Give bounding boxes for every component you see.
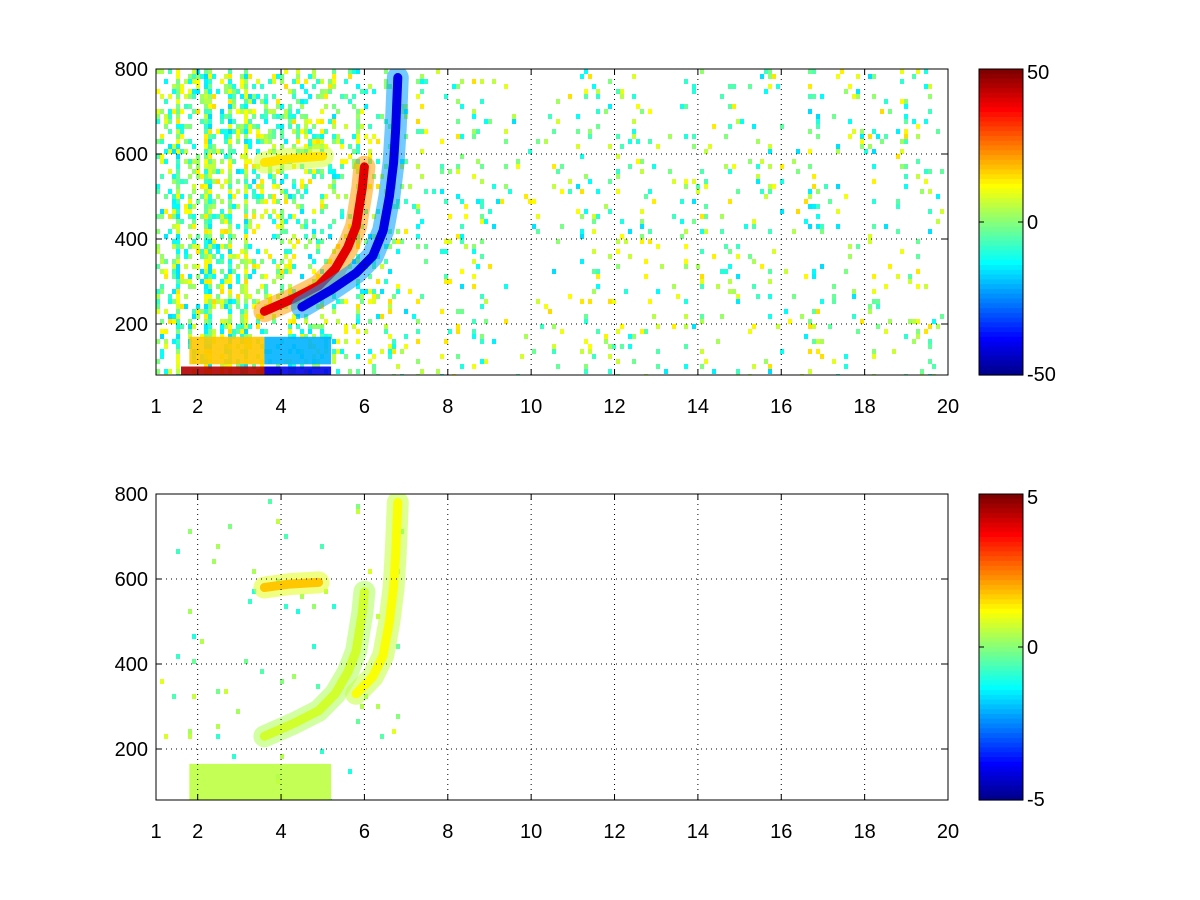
- y-tick-label: 200: [115, 739, 148, 761]
- axes-box: [155, 493, 949, 801]
- x-tick-label: 12: [603, 396, 625, 418]
- x-tick-label: 1: [150, 821, 161, 843]
- heatmap-area: [156, 494, 948, 800]
- colorbar-tick-label: -5: [1027, 789, 1045, 811]
- x-tick-label: 18: [854, 396, 876, 418]
- x-tick-label: 20: [937, 396, 959, 418]
- x-tick-label: 16: [770, 396, 792, 418]
- grid: [156, 494, 948, 800]
- x-tick-label: 6: [359, 821, 370, 843]
- band-feature-3: [181, 366, 282, 375]
- y-tick-label: 800: [115, 484, 148, 506]
- colorbar-tick-label: -50: [1027, 364, 1056, 386]
- x-tick-label: 12: [603, 821, 625, 843]
- x-tick-label: 4: [275, 396, 286, 418]
- x-tick-label: 8: [442, 821, 453, 843]
- band-feature-5: [189, 336, 265, 365]
- band-feature-4: [264, 366, 332, 375]
- x-tick-label: 2: [192, 821, 203, 843]
- axes-box: [155, 68, 949, 376]
- y-tick-label: 200: [115, 314, 148, 336]
- band-feature-3: [189, 763, 332, 800]
- curve-feature-4: [259, 577, 324, 592]
- curve-feature-7: [259, 151, 328, 167]
- colorbar-tick-label: 50: [1027, 62, 1049, 84]
- curve-feature-1: [259, 162, 369, 316]
- x-tick-label: 2: [192, 396, 203, 418]
- y-tick-label: 800: [115, 59, 148, 81]
- curve-feature-2: [351, 498, 403, 699]
- curve-feature-1: [259, 587, 369, 741]
- x-tick-label: 10: [520, 396, 542, 418]
- colorbar-tick-label: 5: [1027, 487, 1038, 509]
- grid: [156, 69, 948, 375]
- x-tick-label: 4: [275, 821, 286, 843]
- y-tick-label: 600: [115, 569, 148, 591]
- band-feature-6: [264, 336, 332, 365]
- colorbar: 50 0 -50: [978, 62, 1056, 386]
- x-tick-label: 20: [937, 821, 959, 843]
- y-tick-label: 400: [115, 229, 148, 251]
- colorbar-tick-label: 0: [1027, 637, 1038, 659]
- heatmap-area: [156, 69, 948, 375]
- x-tick-label: 6: [359, 396, 370, 418]
- x-tick-label: 10: [520, 821, 542, 843]
- colorbar-tick-label: 0: [1027, 212, 1038, 234]
- x-tick-label: 14: [687, 821, 709, 843]
- y-tick-label: 600: [115, 144, 148, 166]
- y-tick-label: 400: [115, 654, 148, 676]
- x-tick-label: 18: [854, 821, 876, 843]
- x-tick-label: 16: [770, 821, 792, 843]
- curve-feature-2: [297, 73, 403, 312]
- x-tick-label: 1: [150, 396, 161, 418]
- x-tick-label: 8: [442, 396, 453, 418]
- x-tick-label: 14: [687, 396, 709, 418]
- colorbar: 5 0 -5: [978, 487, 1045, 811]
